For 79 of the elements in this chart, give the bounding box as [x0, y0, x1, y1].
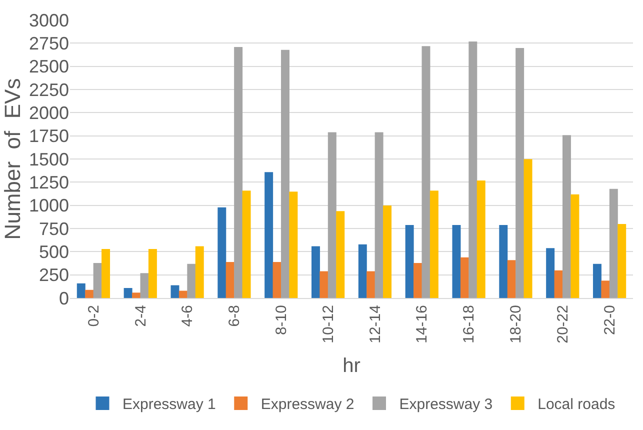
bar	[102, 249, 110, 298]
bar	[516, 48, 524, 298]
x-tick-label: 4-6	[179, 305, 196, 327]
bar	[554, 270, 563, 298]
y-tick-label: 750	[38, 218, 69, 239]
bar	[524, 159, 532, 298]
bar	[140, 273, 149, 298]
y-tick-label: 2000	[28, 102, 69, 123]
y-tick-label: 1000	[28, 196, 69, 216]
bar	[499, 224, 508, 298]
x-tick-label: 2-4	[132, 305, 150, 327]
y-tick-label: 500	[38, 242, 69, 262]
bar	[430, 190, 438, 298]
bar	[366, 271, 376, 298]
y-tick-label: 1500	[28, 149, 69, 170]
y-tick-label: 3000	[28, 10, 69, 30]
x-tick-label: 0-2	[85, 305, 102, 327]
bar	[148, 249, 157, 298]
bar	[289, 192, 298, 298]
legend-label: Expressway 1	[122, 396, 216, 414]
y-tick-label: 2750	[28, 33, 69, 54]
bar	[124, 288, 132, 298]
x-tick-label: 22-0	[601, 305, 618, 336]
bar	[178, 290, 188, 298]
bar	[264, 172, 274, 298]
y-tick-label: 2500	[28, 56, 69, 77]
bar	[546, 248, 555, 298]
x-axis-title: hr	[342, 354, 361, 377]
bar	[242, 190, 251, 298]
bar	[562, 135, 571, 298]
bar	[358, 244, 367, 298]
bar	[85, 290, 94, 298]
legend-label: Expressway 3	[399, 396, 493, 414]
bar	[609, 188, 618, 298]
bar	[336, 211, 345, 298]
x-tick-label: 14-16	[414, 305, 431, 344]
legend-label: Expressway 2	[260, 396, 354, 414]
bar	[234, 47, 243, 298]
x-tick-label: 6-8	[226, 305, 244, 327]
bar	[507, 260, 516, 298]
bar	[374, 132, 384, 298]
bar	[460, 257, 469, 298]
bar	[592, 264, 602, 298]
bar	[93, 262, 102, 298]
bar	[218, 207, 226, 298]
legend-label: Local roads	[538, 396, 616, 414]
bar	[226, 262, 234, 298]
bar	[383, 206, 392, 298]
y-tick-label: 2250	[28, 80, 69, 100]
x-tick-label: 8-10	[273, 305, 290, 336]
bar	[468, 41, 478, 298]
x-tick-label: 20-22	[554, 305, 572, 344]
bar	[170, 285, 180, 298]
x-tick-label: 12-14	[366, 305, 384, 344]
bar	[405, 224, 414, 298]
bar	[187, 264, 196, 298]
bar	[422, 46, 430, 298]
y-axis-title: Number of EVs	[0, 78, 25, 240]
bar	[280, 50, 290, 298]
bar	[570, 194, 580, 298]
bar	[311, 246, 320, 298]
y-tick-label: 1250	[28, 172, 69, 192]
bar	[132, 292, 141, 298]
x-tick-label: 18-20	[508, 305, 525, 344]
bar	[272, 262, 282, 298]
bar	[76, 283, 86, 298]
y-tick-label: 0	[58, 288, 69, 308]
bar	[601, 280, 610, 298]
x-tick-label: 16-18	[460, 305, 478, 344]
bar	[195, 246, 204, 298]
bar	[328, 132, 336, 298]
y-tick-label: 1750	[28, 126, 69, 146]
bar	[320, 271, 328, 298]
bar	[414, 262, 422, 298]
bar	[452, 224, 461, 298]
bar	[618, 224, 626, 298]
bar	[476, 180, 486, 298]
y-tick-label: 250	[38, 265, 69, 286]
x-tick-label: 10-12	[320, 305, 337, 344]
